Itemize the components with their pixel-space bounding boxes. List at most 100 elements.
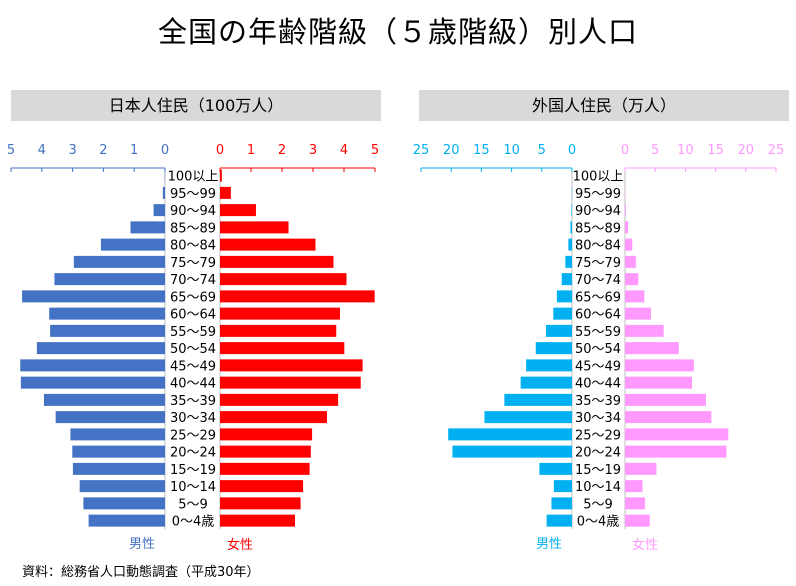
foreign-age-label: 5～9 (583, 497, 613, 512)
japanese-male-bar (50, 324, 166, 337)
foreign-female-bar (625, 221, 629, 234)
japanese-female-tick-label: 3 (309, 143, 317, 158)
japanese-female-bar (220, 411, 327, 424)
japanese-female-bar (220, 428, 313, 441)
japanese-female-tick-label: 4 (340, 143, 348, 158)
japanese-male-tick-label: 4 (38, 143, 46, 158)
foreign-age-label: 85～89 (575, 221, 621, 236)
foreign-female-bar (625, 497, 645, 510)
japanese-female-label: 女性 (227, 537, 253, 553)
foreign-male-bar (504, 393, 572, 406)
japanese-male-bar (55, 411, 165, 424)
foreign-female-bar (625, 204, 626, 217)
foreign-age-label: 30～34 (575, 411, 621, 426)
japanese-male-bar (54, 273, 165, 286)
japanese-female-bar (220, 255, 334, 268)
japanese-age-label: 70～74 (170, 273, 216, 288)
japanese-male-bar (49, 307, 165, 320)
foreign-male-bar (568, 238, 572, 251)
japanese-male-bar (130, 221, 165, 234)
japanese-age-label: 40～44 (170, 377, 216, 392)
japanese-female-bar (220, 376, 361, 389)
japanese-male-bar (22, 290, 166, 303)
foreign-age-label: 75～79 (575, 256, 621, 271)
japanese-female-bar (220, 359, 363, 372)
japanese-female-bar (220, 169, 222, 182)
japanese-age-label: 50～54 (170, 342, 216, 357)
foreign-male-tick-label: 10 (503, 143, 520, 158)
foreign-age-label: 70～74 (575, 273, 621, 288)
foreign-age-label: 0～4歳 (577, 515, 620, 530)
japanese-female-bar (220, 342, 345, 355)
japanese-age-label: 10～14 (170, 480, 216, 495)
foreign-panel-header: 外国人住民（万人） (419, 90, 789, 121)
japanese-female-bar (220, 273, 347, 286)
foreign-age-label: 25～29 (575, 428, 621, 443)
japanese-female-bar (220, 186, 231, 199)
foreign-female-bar (625, 428, 729, 441)
foreign-age-label: 95～99 (575, 187, 621, 202)
japanese-male-tick-label: 1 (130, 143, 138, 158)
foreign-female-tick-label: 5 (651, 143, 659, 158)
foreign-male-bar (526, 359, 572, 372)
foreign-male-tick-label: 20 (443, 143, 460, 158)
japanese-female-bar (220, 324, 337, 337)
japanese-age-label: 75～79 (170, 256, 216, 271)
japanese-male-tick-label: 5 (7, 143, 15, 158)
japanese-male-bar (83, 497, 165, 510)
foreign-age-label: 90～94 (575, 204, 621, 219)
japanese-age-label: 60～64 (170, 308, 216, 323)
japanese-female-tick-label: 0 (216, 143, 224, 158)
japanese-female-bar (220, 204, 256, 217)
foreign-female-tick-label: 10 (677, 143, 694, 158)
foreign-female-tick-label: 25 (768, 143, 785, 158)
japanese-age-label: 5～9 (178, 497, 208, 512)
japanese-male-tick-label: 0 (161, 143, 169, 158)
japanese-male-bar (162, 186, 165, 199)
japanese-female-bar (220, 462, 310, 475)
foreign-age-label: 60～64 (575, 308, 621, 323)
japanese-female-tick-label: 1 (247, 143, 255, 158)
foreign-age-label: 15～19 (575, 463, 621, 478)
foreign-male-bar (553, 480, 572, 493)
japanese-age-label: 100以上 (168, 170, 219, 185)
japanese-age-label: 95～99 (170, 187, 216, 202)
foreign-male-bar (448, 428, 572, 441)
foreign-age-label: 35～39 (575, 394, 621, 409)
japanese-age-label: 20～24 (170, 446, 216, 461)
foreign-female-bar (625, 462, 657, 475)
japanese-male-tick-label: 2 (99, 143, 107, 158)
japanese-female-bar (220, 514, 296, 527)
foreign-male-bar (553, 307, 572, 320)
foreign-female-bar (625, 307, 651, 320)
foreign-female-tick-label: 15 (707, 143, 724, 158)
foreign-female-bar (625, 376, 693, 389)
japanese-female-bar (220, 393, 339, 406)
foreign-age-label: 80～84 (575, 239, 621, 254)
foreign-male-bar (556, 290, 572, 303)
foreign-male-bar (520, 376, 572, 389)
foreign-female-tick-label: 0 (621, 143, 629, 158)
foreign-age-label: 20～24 (575, 446, 621, 461)
japanese-female-bar (220, 307, 340, 320)
foreign-female-bar (625, 273, 639, 286)
foreign-age-label: 100以上 (573, 170, 624, 185)
japanese-female-bar (220, 497, 301, 510)
japanese-age-label: 55～59 (170, 325, 216, 340)
foreign-male-tick-label: 15 (473, 143, 490, 158)
foreign-male-tick-label: 5 (538, 143, 546, 158)
foreign-female-bar (625, 238, 633, 251)
japanese-male-label: 男性 (129, 537, 155, 552)
japanese-age-label: 45～49 (170, 359, 216, 374)
foreign-female-bar (625, 445, 727, 458)
foreign-female-bar (625, 255, 636, 268)
foreign-male-tick-label: 25 (413, 143, 430, 158)
foreign-female-bar (625, 514, 650, 527)
japanese-female-bar (220, 290, 375, 303)
foreign-female-bar (625, 393, 706, 406)
foreign-male-bar (535, 342, 572, 355)
source-note: 資料：総務省人口動態調査（平成30年） (22, 565, 260, 580)
foreign-male-bar (565, 255, 572, 268)
